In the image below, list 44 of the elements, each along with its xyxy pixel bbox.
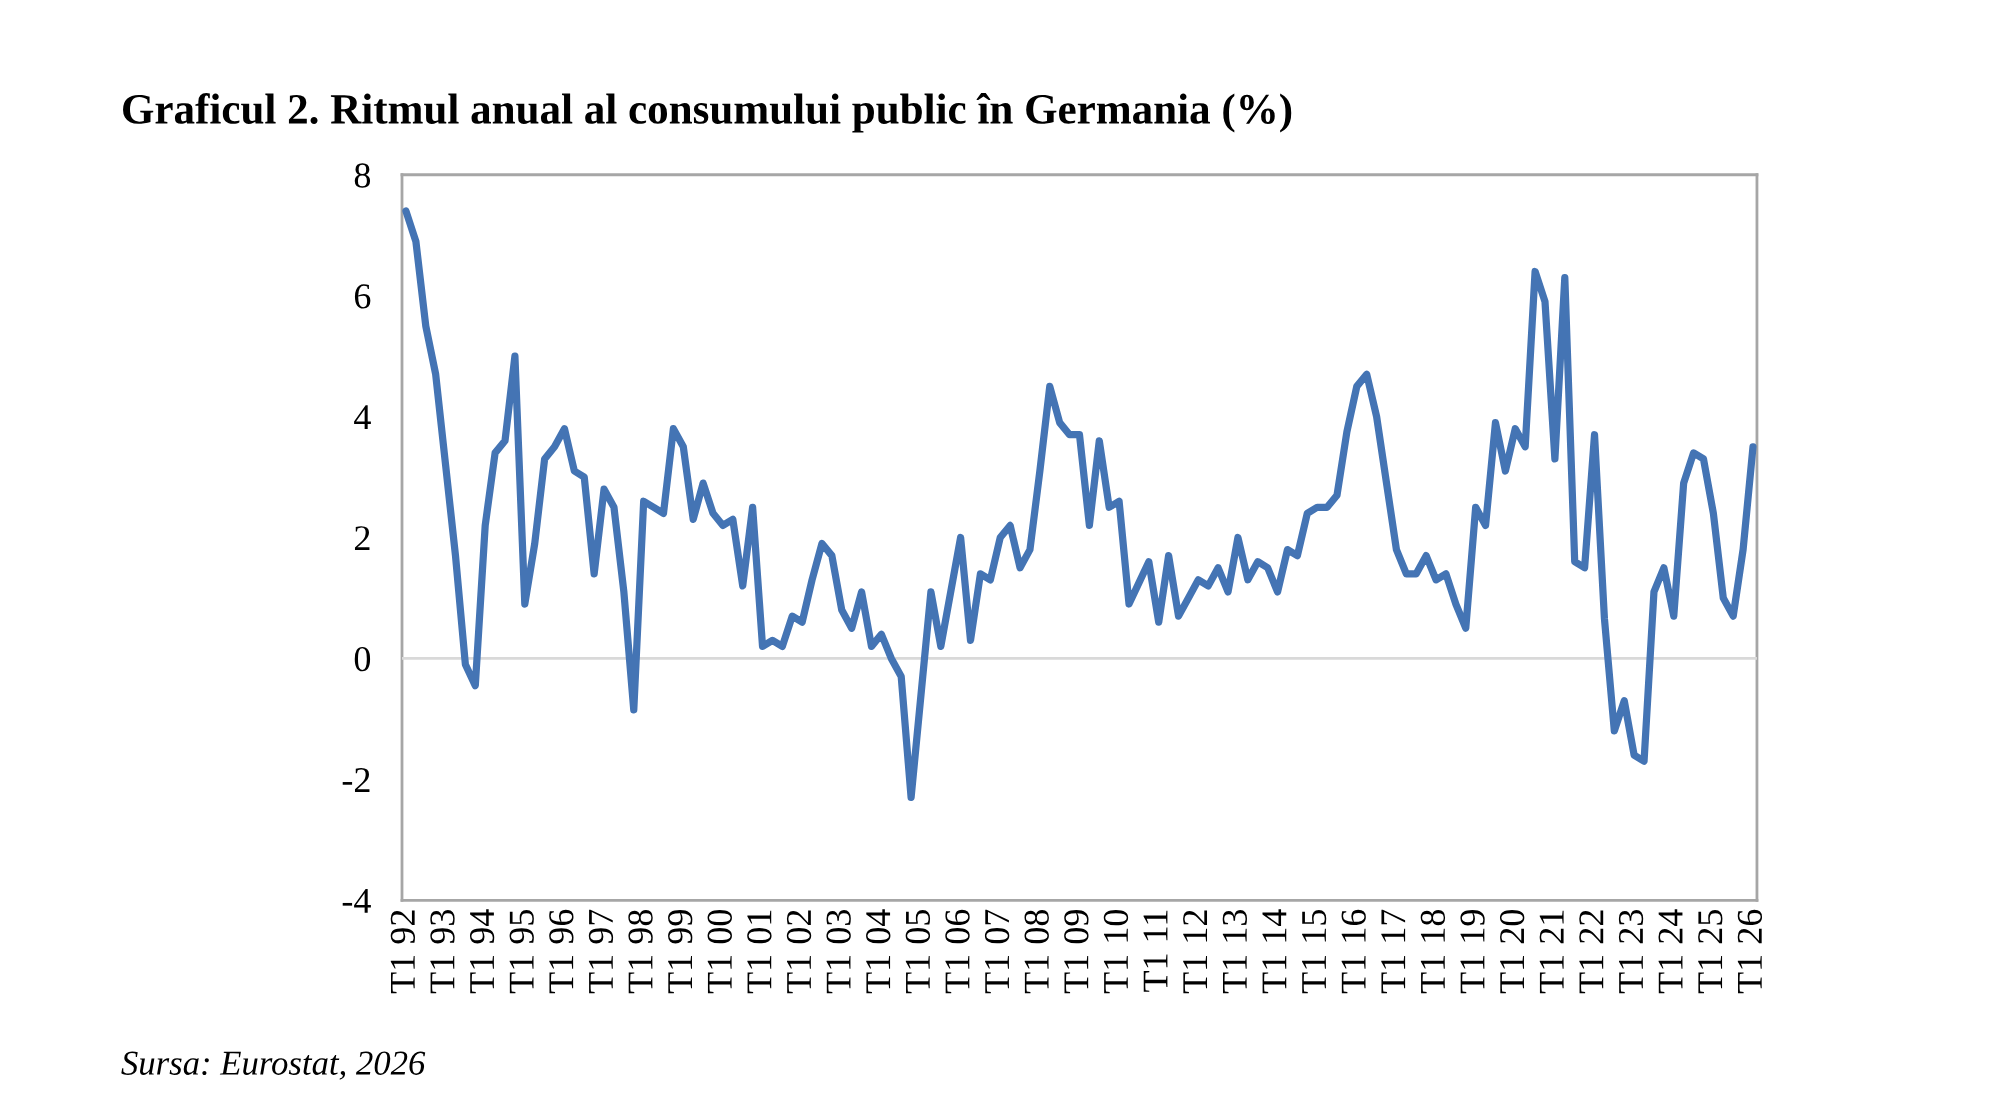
- x-tick-label: T1 09: [1064, 910, 1089, 994]
- y-tick-label: 6: [354, 284, 371, 309]
- x-tick-label: T1 96: [549, 909, 574, 994]
- x-tick-label: T1 20: [1499, 909, 1525, 994]
- x-tick-label: T1 10: [1103, 909, 1129, 994]
- x-tick-label: T1 26: [1737, 909, 1763, 994]
- x-tick-label: T1 24: [1658, 909, 1683, 994]
- y-tick-label: -4: [342, 889, 371, 913]
- x-tick-label: T1 07: [984, 909, 1010, 994]
- x-tick-label: T1 95: [509, 910, 534, 994]
- x-tick-label: T1 03: [826, 910, 851, 994]
- x-tick-label: T1 21: [1539, 910, 1564, 994]
- x-tick-label: T1 23: [1618, 910, 1644, 994]
- y-tick-label: 0: [354, 646, 371, 672]
- y-tick-label: 2: [354, 526, 370, 551]
- x-tick-label: T1 16: [1341, 909, 1366, 994]
- x-tick-label: T1 01: [747, 910, 772, 994]
- x-tick-label: T1 93: [430, 910, 455, 994]
- x-tick-label: T1 18: [1420, 909, 1446, 994]
- x-tick-label: T1 05: [905, 910, 931, 994]
- x-tick-label: T1 15: [1302, 910, 1327, 994]
- y-tick-label: -2: [342, 767, 370, 792]
- x-tick-label: T1 00: [707, 909, 732, 994]
- x-tick-label: T1 02: [786, 910, 812, 994]
- x-tick-label: T1 19: [1460, 910, 1485, 994]
- x-tick-label: T1 17: [1381, 909, 1406, 994]
- text: Sursa: Eurostat, 2026: [121, 1051, 426, 1080]
- y-tick-label: 4: [354, 405, 371, 430]
- x-tick-label: T1 13: [1222, 910, 1247, 994]
- x-tick-label: T1 08: [1024, 909, 1049, 994]
- x-tick-label: T1 94: [469, 909, 495, 994]
- y-tick-label: 8: [354, 163, 371, 188]
- x-tick-label: T1 99: [668, 910, 693, 994]
- x-tick-label: T1 98: [628, 909, 653, 994]
- x-tick-label: T1 04: [866, 909, 891, 994]
- x-tick-label: T1 92: [390, 910, 415, 994]
- x-tick-label: T1 25: [1698, 910, 1723, 994]
- x-tick-label: T1 14: [1262, 909, 1287, 994]
- x-tick-label: T1 06: [945, 909, 970, 994]
- x-tick-label: T1 22: [1579, 910, 1604, 994]
- x-tick-label: T1 11: [1143, 910, 1168, 992]
- x-tick-label: T1 12: [1183, 910, 1208, 994]
- x-tick-label: T1 97: [588, 909, 614, 994]
- chart-title: Graficul 2. Ritmul anual al consumului public în Germania (%): [123, 93, 1292, 133]
